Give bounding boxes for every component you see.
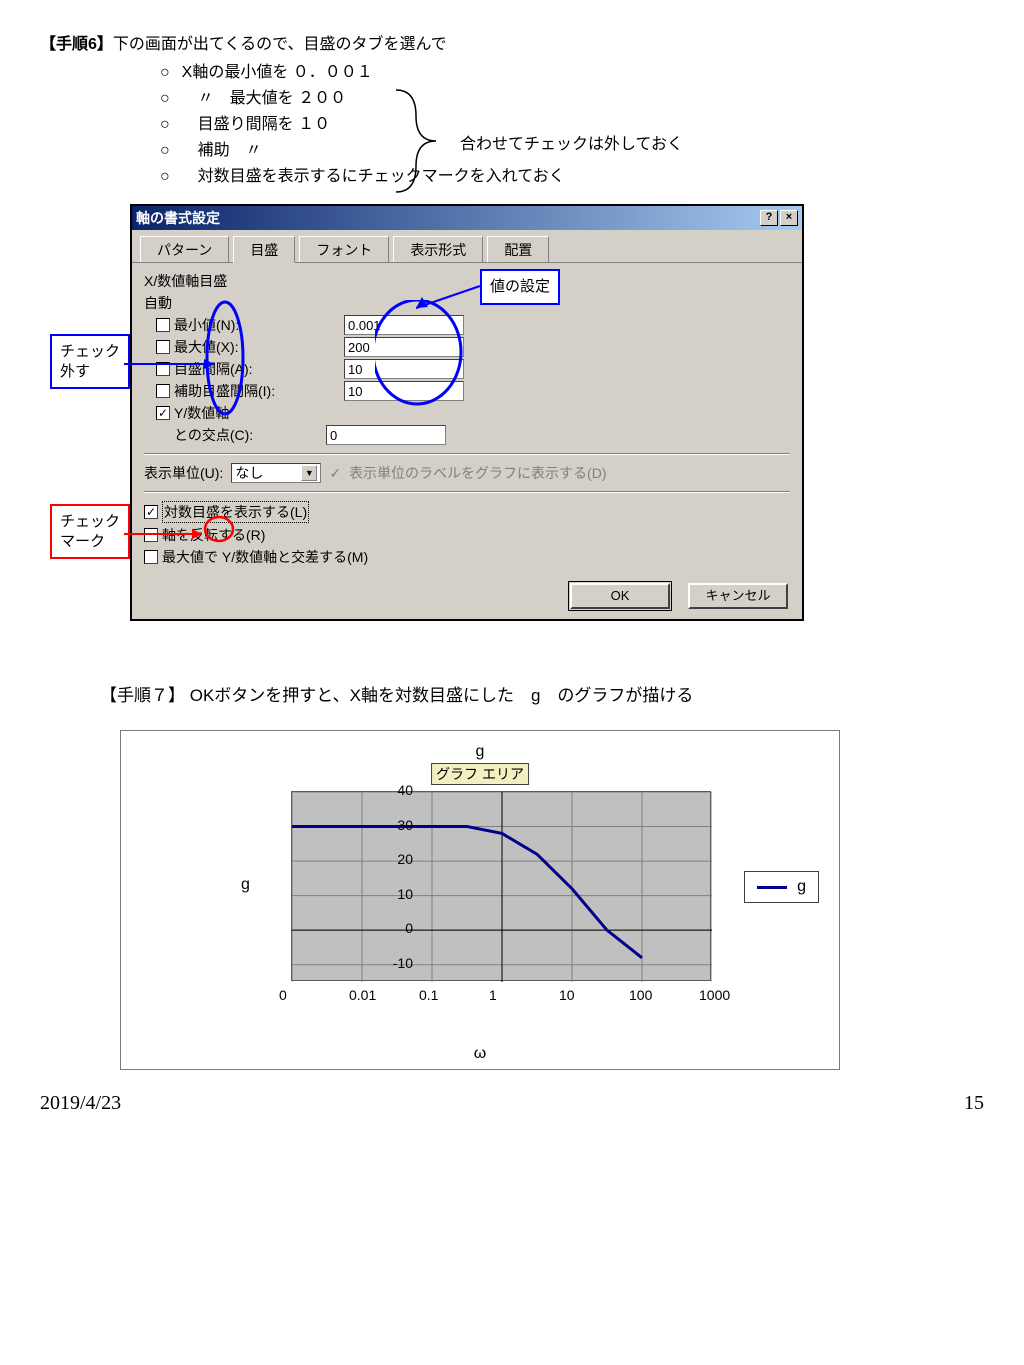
x-tick: 0.1 (419, 987, 438, 1003)
callout-check: チェック マーク (50, 504, 130, 559)
bullet-0: X軸の最小値を ０．００１ (160, 58, 984, 82)
plot-area (291, 791, 711, 981)
footer-date: 2019/4/23 (40, 1092, 121, 1115)
chart-title: g (476, 743, 485, 761)
tabs: パターン 目盛 フォント 表示形式 配置 (132, 230, 802, 263)
chk-max[interactable] (156, 340, 170, 354)
cancel-button[interactable]: キャンセル (688, 583, 788, 609)
tab-pattern[interactable]: パターン (140, 236, 229, 262)
x-axis-title: ω (474, 1045, 487, 1063)
footer-page: 15 (964, 1092, 984, 1115)
blue-ellipse-checkboxes (200, 298, 250, 418)
brace-graphic (390, 86, 450, 196)
input-cross[interactable] (326, 425, 446, 445)
row-opt-log: ✓ 対数目盛を表示する(L) (144, 501, 790, 523)
unit-check-label: 表示単位のラベルをグラフに表示する(D) (349, 463, 606, 483)
unit-value: なし (235, 463, 263, 483)
chk-unit-label: ✓ (329, 465, 341, 482)
plot-svg (292, 792, 712, 982)
chevron-down-icon: ▼ (301, 465, 317, 481)
chart: g グラフ エリア g ω g -10 0 10 20 30 40 0 0.01 0.1 1 10… (120, 730, 840, 1070)
close-button[interactable]: × (780, 210, 798, 226)
y-tick: 0 (405, 920, 413, 936)
y-tick: -10 (393, 955, 413, 971)
x-tick: 100 (629, 987, 652, 1003)
x-tick: 1 (489, 987, 497, 1003)
y-tick: 40 (397, 782, 413, 798)
legend: g (744, 871, 819, 903)
row-opt-cross: 最大値で Y/数値軸と交差する(M) (144, 547, 790, 567)
x-tick: 0.01 (349, 987, 376, 1003)
tab-scale[interactable]: 目盛 (233, 236, 295, 263)
step7-text: 【手順７】 OKボタンを押すと、X軸を対数目盛にした g のグラフが描ける (100, 681, 984, 706)
y-tick: 20 (397, 851, 413, 867)
chk-cross-max[interactable] (144, 550, 158, 564)
bullet-1: 〃 最大値を ２００ (160, 84, 984, 108)
ok-button[interactable]: OK (570, 583, 670, 609)
chk-log[interactable]: ✓ (144, 505, 158, 519)
legend-swatch (757, 886, 787, 889)
footer: 2019/4/23 15 (40, 1092, 984, 1115)
chk-yaxis[interactable]: ✓ (156, 406, 170, 420)
lbl-cross: との交点(C): (174, 425, 326, 445)
y-tick: 30 (397, 817, 413, 833)
x-tick: 10 (559, 987, 575, 1003)
x-tick: 0 (279, 987, 287, 1003)
tab-font[interactable]: フォント (299, 236, 389, 262)
step6-lead: 下の画面が出てくるので、目盛のタブを選んで (113, 36, 447, 53)
help-button[interactable]: ? (760, 210, 778, 226)
y-axis-title: g (241, 876, 250, 894)
callout-set-value: 値の設定 (480, 269, 560, 305)
row-cross: との交点(C): (156, 425, 790, 445)
x-tick: 1000 (699, 987, 730, 1003)
titlebar[interactable]: 軸の書式設定 ? × (132, 206, 802, 230)
dialog-title: 軸の書式設定 (136, 208, 220, 228)
y-tick: 10 (397, 886, 413, 902)
brace-note: 合わせてチェックは外しておく (460, 130, 683, 154)
blue-ellipse-values (375, 300, 475, 410)
bullet-4: 対数目盛を表示するにチェックマークを入れておく (160, 162, 984, 186)
tab-align[interactable]: 配置 (487, 236, 549, 262)
step6-block: 【手順6】下の画面が出てくるので、目盛のタブを選んで X軸の最小値を ０．００１… (40, 30, 984, 186)
chk-min[interactable] (156, 318, 170, 332)
tab-format[interactable]: 表示形式 (393, 236, 483, 262)
unit-row: 表示単位(U): なし ▼ ✓ 表示単位のラベルをグラフに表示する(D) (144, 463, 790, 483)
callout-uncheck: チェック 外す (50, 334, 130, 389)
step6-bullets: X軸の最小値を ０．００１ 〃 最大値を ２００ 目盛り間隔を １０ 補助 〃 … (40, 58, 984, 186)
chk-minor[interactable] (156, 384, 170, 398)
red-circle (202, 514, 236, 544)
lbl-cross-max: 最大値で Y/数値軸と交差する(M) (162, 547, 368, 567)
unit-label: 表示単位(U): (144, 463, 223, 483)
unit-combo[interactable]: なし ▼ (231, 463, 321, 483)
chart-area-tag: グラフ エリア (431, 763, 529, 785)
legend-label: g (797, 878, 806, 896)
step6-title: 【手順6】 (40, 36, 113, 53)
row-opt-rev: 軸を反転する(R) (144, 525, 790, 545)
